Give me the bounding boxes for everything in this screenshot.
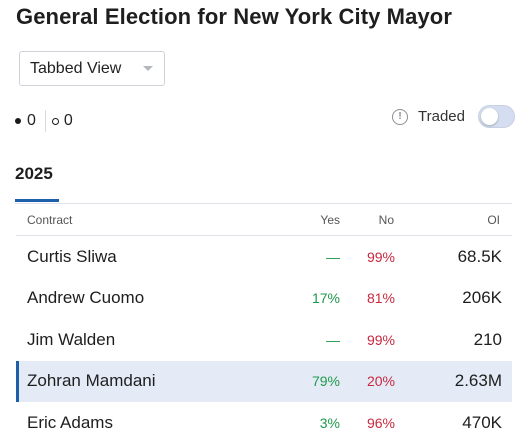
table-row[interactable]: Curtis Sliwa — 99% 68.5K [16,236,512,278]
tab-2025[interactable]: 2025 [15,164,53,183]
contract-name: Zohran Mamdani [27,371,156,391]
yes-price[interactable]: 17% [311,290,340,307]
traded-filter: ! Traded [392,105,515,128]
contract-name: Eric Adams [27,412,113,432]
open-interest: 2.63M [454,371,502,391]
table-row[interactable]: Eric Adams 3% 96% 470K [16,402,512,444]
contracts-table: Contract Yes No OI Curtis Sliwa — 99% 68… [16,205,512,444]
info-circle-icon[interactable]: ! [392,108,408,125]
page-title: General Election for New York City Mayor [16,4,452,29]
table-row[interactable]: Andrew Cuomo 17% 81% 206K [16,278,512,320]
hollow-count: 0 [51,112,73,130]
chevron-down-icon [143,66,153,71]
header-oi: OI [487,213,500,227]
hollow-dot-icon [51,117,59,125]
count-divider [44,110,46,132]
table-row-selected[interactable]: Zohran Mamdani 79% 20% 2.63M [16,360,512,402]
yes-price[interactable]: — [326,248,340,265]
open-interest: 68.5K [457,246,502,266]
hollow-count-value: 0 [63,112,73,129]
contract-name: Andrew Cuomo [27,288,145,308]
contract-name: Curtis Sliwa [27,246,117,266]
no-price[interactable]: 99% [366,331,395,348]
filled-count: 0 [15,112,36,130]
header-contract: Contract [27,213,73,227]
yes-price[interactable]: 79% [311,373,340,390]
view-select-value: Tabbed View [30,59,122,77]
open-interest: 210 [473,329,502,349]
no-price[interactable]: 96% [366,414,395,431]
table-header: Contract Yes No OI [16,205,512,236]
header-yes: Yes [320,213,340,227]
table-row[interactable]: Jim Walden — 99% 210 [16,319,512,361]
traded-toggle[interactable] [477,105,515,128]
view-select-dropdown[interactable]: Tabbed View [19,51,165,86]
position-counts: 0 0 [15,110,73,132]
no-price[interactable]: 99% [366,248,395,265]
no-price[interactable]: 20% [366,373,395,390]
active-tab-indicator [15,199,59,202]
tab-divider [15,203,512,204]
yes-price[interactable]: — [326,331,340,348]
no-price[interactable]: 81% [366,290,395,307]
filled-count-value: 0 [27,112,36,129]
contract-name: Jim Walden [27,329,116,349]
header-no: No [378,213,394,227]
filled-dot-icon [15,118,21,124]
yes-price[interactable]: 3% [319,414,340,431]
open-interest: 206K [462,288,502,308]
toggle-knob [480,108,498,125]
open-interest: 470K [462,412,502,432]
traded-label: Traded [418,108,465,125]
